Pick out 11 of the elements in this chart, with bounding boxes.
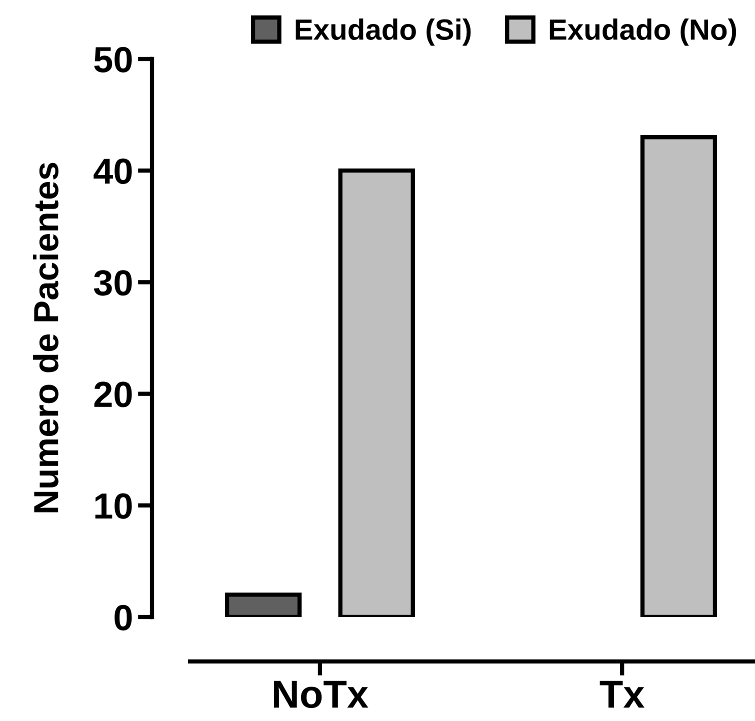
legend-label: Exudado (Si)	[296, 18, 471, 46]
y-tick-label: 20	[94, 382, 132, 408]
x-tick-label: NoTx	[274, 680, 368, 708]
legend-label: Exudado (No)	[550, 18, 736, 46]
x-tick-label: Tx	[600, 680, 644, 708]
y-tick-label: 50	[94, 46, 132, 72]
y-axis-title: Numero de Pacientes	[32, 162, 58, 512]
y-tick-label: 0	[114, 604, 132, 630]
y-tick-label: 30	[94, 270, 132, 296]
y-tick-label: 40	[94, 158, 132, 184]
y-tick-label: 10	[95, 493, 132, 519]
